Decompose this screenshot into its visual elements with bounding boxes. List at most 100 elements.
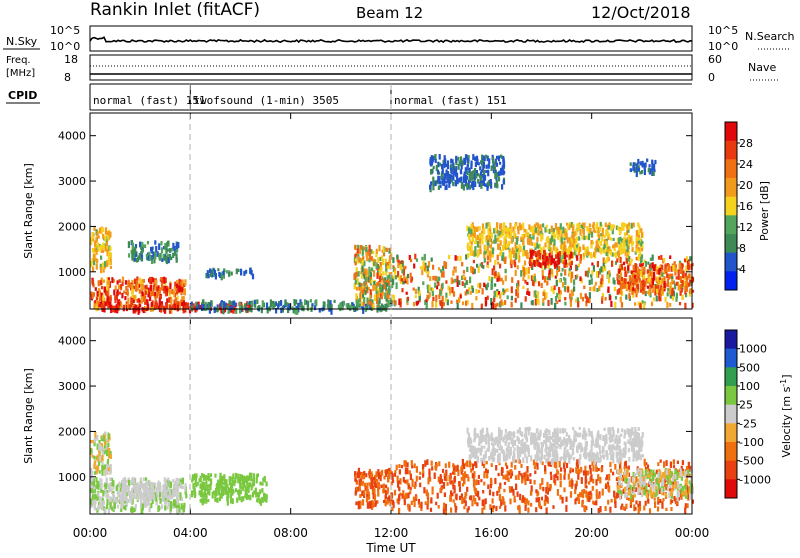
heatmap-cell bbox=[524, 280, 526, 284]
heatmap-cell bbox=[533, 460, 535, 466]
heatmap-cell bbox=[591, 270, 593, 275]
heatmap-cell bbox=[658, 269, 660, 275]
heatmap-cell bbox=[559, 251, 561, 257]
heatmap-cell bbox=[435, 159, 437, 163]
heatmap-cell bbox=[526, 282, 528, 285]
heatmap-cell bbox=[562, 268, 564, 272]
heatmap-cell bbox=[616, 243, 618, 248]
heatmap-cell bbox=[424, 460, 426, 467]
heatmap-cell bbox=[551, 269, 553, 274]
heatmap-cell bbox=[219, 497, 221, 501]
heatmap-cell bbox=[139, 494, 141, 499]
heatmap-cell bbox=[93, 254, 95, 261]
heatmap-cell bbox=[410, 279, 412, 283]
heatmap-cell bbox=[450, 174, 452, 179]
heatmap-cell bbox=[508, 477, 510, 482]
heatmap-cell bbox=[534, 471, 536, 475]
heatmap-cell bbox=[546, 482, 548, 487]
heatmap-cell bbox=[613, 491, 615, 498]
heatmap-cell bbox=[427, 274, 429, 277]
heatmap-cell bbox=[479, 226, 481, 231]
heatmap-cell bbox=[526, 252, 528, 258]
heatmap-cell bbox=[169, 283, 171, 289]
heatmap-cell bbox=[653, 171, 655, 176]
heatmap-cell bbox=[229, 306, 231, 310]
heatmap-cell bbox=[637, 284, 639, 289]
heatmap-cell bbox=[92, 248, 94, 253]
heatmap-cell bbox=[93, 463, 95, 469]
heatmap-cell bbox=[217, 268, 219, 271]
heatmap-cell bbox=[509, 223, 511, 229]
heatmap-cell bbox=[623, 237, 625, 240]
heatmap-cell bbox=[654, 501, 656, 508]
heatmap-cell bbox=[640, 161, 642, 165]
heatmap-cell bbox=[647, 499, 649, 504]
heatmap-cell bbox=[590, 474, 592, 480]
heatmap-cell bbox=[156, 493, 158, 497]
heatmap-cell bbox=[219, 473, 221, 477]
heatmap-cell bbox=[181, 503, 183, 508]
heatmap-cell bbox=[191, 302, 193, 306]
heatmap-cell bbox=[161, 504, 163, 508]
heatmap-cell bbox=[285, 299, 287, 305]
heatmap-cell bbox=[484, 183, 486, 187]
heatmap-cell bbox=[400, 264, 402, 271]
heatmap-cell bbox=[137, 482, 139, 486]
heatmap-cell bbox=[464, 172, 466, 177]
heatmap-cell bbox=[618, 250, 620, 256]
heatmap-cell bbox=[161, 283, 163, 290]
heatmap-cell bbox=[95, 258, 97, 261]
heatmap-cell bbox=[653, 164, 655, 170]
heatmap-cell bbox=[368, 495, 370, 500]
heatmap-cell bbox=[148, 488, 150, 491]
cpid-segment-label: normal (fast) 151 bbox=[93, 94, 206, 107]
heatmap-cell bbox=[577, 474, 579, 480]
heatmap-cell bbox=[581, 225, 583, 229]
heatmap-cell bbox=[181, 302, 183, 306]
heatmap-cell bbox=[535, 295, 537, 298]
heatmap-cell bbox=[118, 285, 120, 290]
heatmap-cell bbox=[642, 161, 644, 168]
heatmap-cell bbox=[367, 489, 369, 492]
heatmap-cell bbox=[166, 505, 168, 509]
heatmap-cell bbox=[634, 302, 636, 306]
heatmap-cell bbox=[482, 265, 484, 269]
heatmap-cell bbox=[416, 258, 418, 261]
heatmap-cell bbox=[630, 260, 632, 264]
heatmap-cell bbox=[437, 493, 439, 499]
heatmap-cell bbox=[534, 276, 536, 282]
heatmap-cell bbox=[596, 489, 598, 495]
heatmap-cell bbox=[552, 505, 554, 509]
heatmap-cell bbox=[630, 237, 632, 243]
heatmap-cell bbox=[523, 267, 525, 271]
heatmap-cell bbox=[615, 252, 617, 258]
heatmap-cell bbox=[585, 471, 587, 478]
heatmap-cell bbox=[445, 463, 447, 468]
colorbar-swatch bbox=[725, 178, 737, 197]
heatmap-cell bbox=[182, 485, 184, 489]
heatmap-cell bbox=[429, 185, 431, 190]
heatmap-cell bbox=[459, 481, 461, 486]
heatmap-cell bbox=[504, 482, 506, 485]
heatmap-cell bbox=[398, 464, 400, 468]
heatmap-cell bbox=[538, 299, 540, 305]
heatmap-cell bbox=[608, 234, 610, 237]
heatmap-cell bbox=[108, 302, 110, 305]
heatmap-cell bbox=[139, 289, 141, 293]
heatmap-cell bbox=[581, 477, 583, 484]
heatmap-cell bbox=[464, 496, 466, 500]
heatmap-cell bbox=[474, 157, 476, 162]
heatmap-cell bbox=[443, 271, 445, 278]
heatmap-cell bbox=[262, 478, 264, 482]
heatmap-cell bbox=[244, 476, 246, 483]
heatmap-cell bbox=[578, 469, 580, 474]
heatmap-cell bbox=[131, 299, 133, 306]
heatmap-cell bbox=[479, 245, 481, 249]
heatmap-cell bbox=[494, 271, 496, 276]
heatmap-cell bbox=[656, 296, 658, 302]
heatmap-cell bbox=[375, 254, 377, 257]
heatmap-cell bbox=[385, 271, 387, 275]
heatmap-cell bbox=[558, 266, 560, 272]
heatmap-cell bbox=[511, 286, 513, 293]
